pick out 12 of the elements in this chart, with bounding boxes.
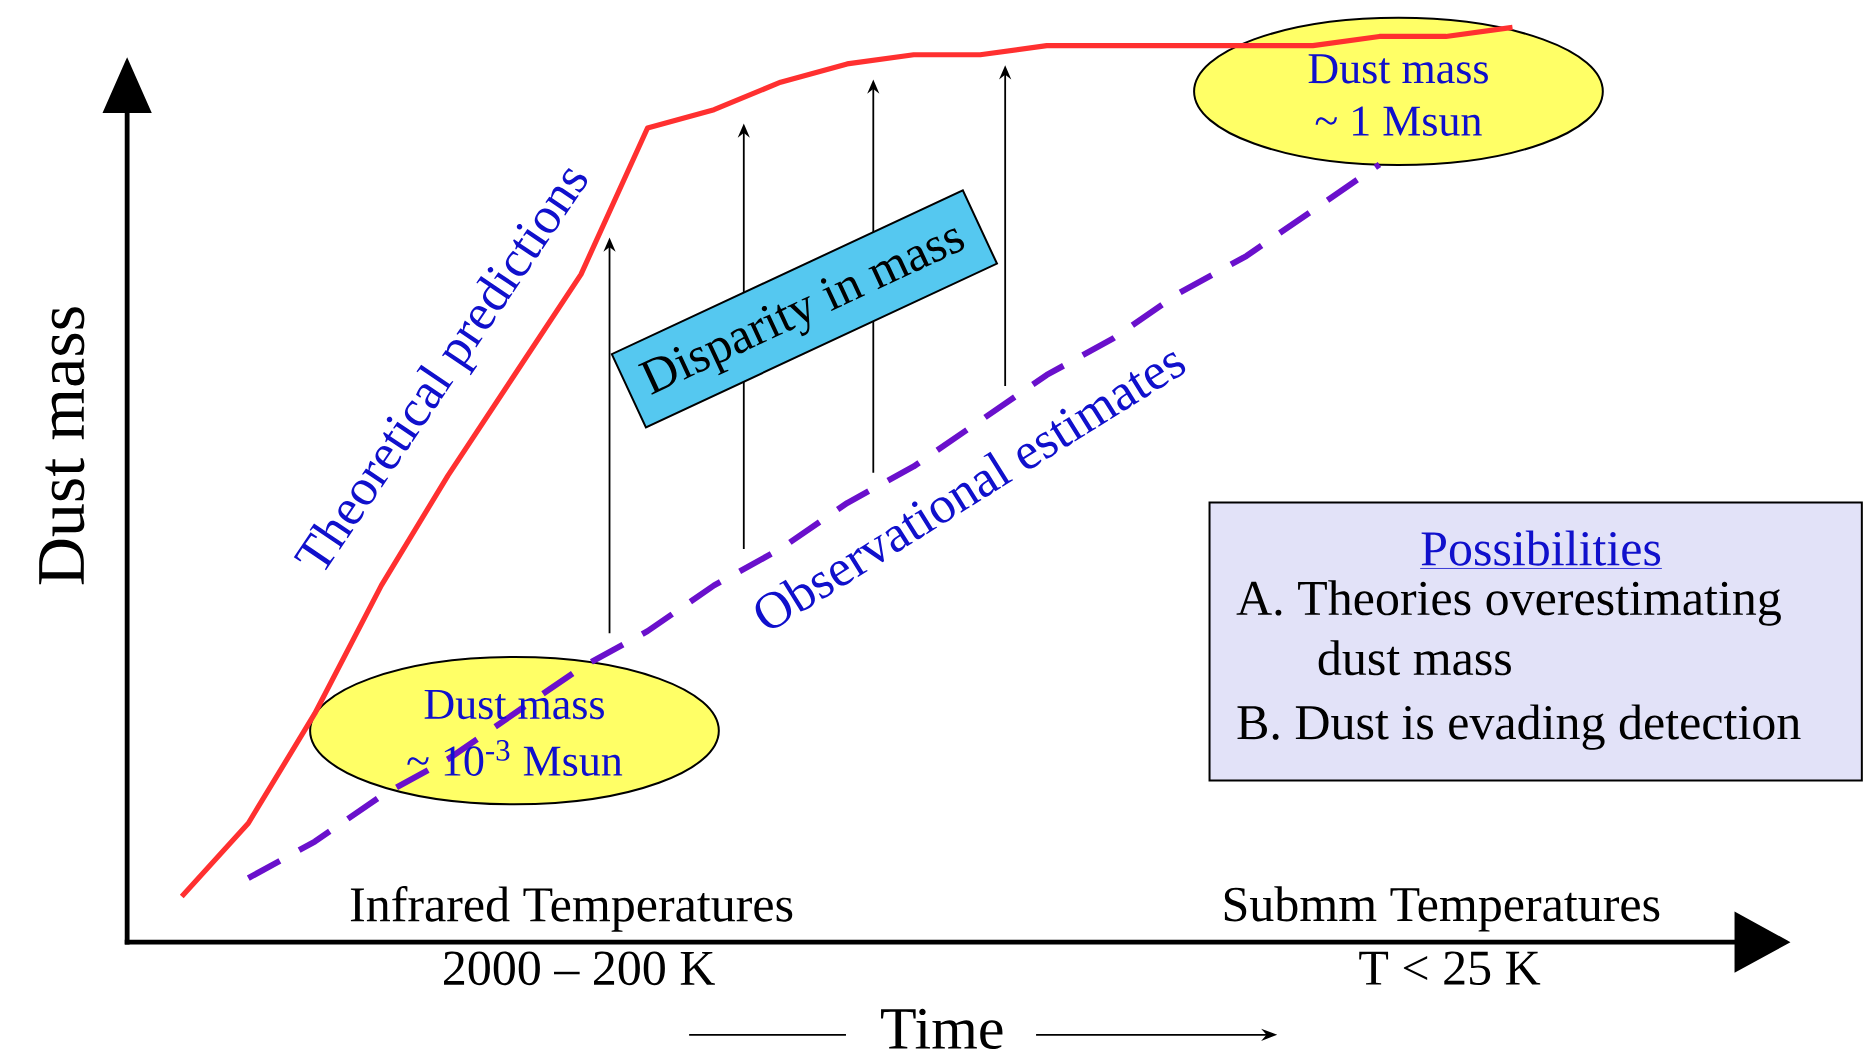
annotation: ~ 1 Msun [1315,106,1482,136]
annotation: Dust mass [1308,54,1488,84]
annotation: B. Dust is evading detection [1237,704,1801,750]
annotation: Infrared Temperatures [350,885,793,932]
text: T < 25 K [1359,951,1541,985]
annotation: Submm Temperatures [1224,886,1660,932]
text: 2000 – 200 K [444,951,715,985]
annotation: A. Theories overestimating dust mass [1236,579,1781,676]
x-axis-title: Time [881,1008,1003,1049]
annotation: ~ 10$^{-3}$ Msun [407,739,623,776]
y-axis-title: Dust mass [39,307,85,585]
annotation: Possibilities [1421,530,1661,566]
